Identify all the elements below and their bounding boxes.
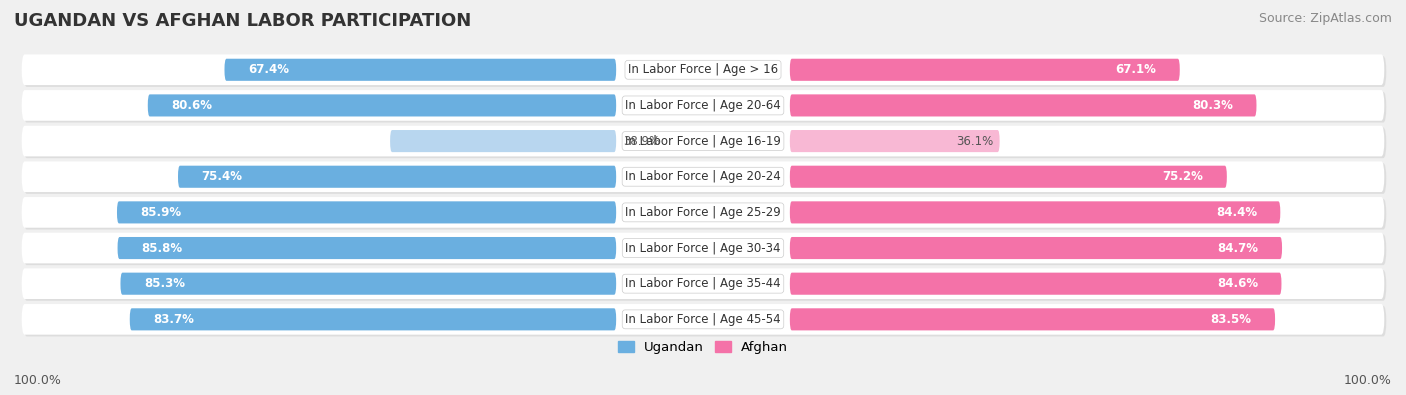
FancyBboxPatch shape bbox=[118, 237, 616, 259]
Text: 84.7%: 84.7% bbox=[1218, 241, 1258, 254]
FancyBboxPatch shape bbox=[148, 94, 616, 117]
FancyBboxPatch shape bbox=[790, 237, 1282, 259]
Text: 83.5%: 83.5% bbox=[1211, 313, 1251, 326]
Text: 83.7%: 83.7% bbox=[153, 313, 194, 326]
Text: 38.9%: 38.9% bbox=[623, 135, 659, 148]
FancyBboxPatch shape bbox=[21, 304, 1385, 335]
Text: In Labor Force | Age 20-24: In Labor Force | Age 20-24 bbox=[626, 170, 780, 183]
FancyBboxPatch shape bbox=[389, 130, 616, 152]
Text: 80.6%: 80.6% bbox=[172, 99, 212, 112]
FancyBboxPatch shape bbox=[790, 308, 1275, 330]
FancyBboxPatch shape bbox=[790, 273, 1281, 295]
FancyBboxPatch shape bbox=[129, 308, 616, 330]
Text: 75.4%: 75.4% bbox=[201, 170, 242, 183]
Text: In Labor Force | Age 35-44: In Labor Force | Age 35-44 bbox=[626, 277, 780, 290]
Text: 84.6%: 84.6% bbox=[1218, 277, 1258, 290]
Legend: Ugandan, Afghan: Ugandan, Afghan bbox=[613, 336, 793, 359]
FancyBboxPatch shape bbox=[790, 201, 1281, 224]
Text: 85.3%: 85.3% bbox=[143, 277, 184, 290]
FancyBboxPatch shape bbox=[21, 55, 1385, 85]
FancyBboxPatch shape bbox=[117, 201, 616, 224]
FancyBboxPatch shape bbox=[24, 235, 1386, 265]
Text: In Labor Force | Age 20-64: In Labor Force | Age 20-64 bbox=[626, 99, 780, 112]
Text: 85.8%: 85.8% bbox=[141, 241, 181, 254]
FancyBboxPatch shape bbox=[24, 163, 1386, 194]
FancyBboxPatch shape bbox=[225, 59, 616, 81]
Text: In Labor Force | Age 16-19: In Labor Force | Age 16-19 bbox=[626, 135, 780, 148]
FancyBboxPatch shape bbox=[121, 273, 616, 295]
FancyBboxPatch shape bbox=[24, 56, 1386, 87]
FancyBboxPatch shape bbox=[24, 92, 1386, 122]
FancyBboxPatch shape bbox=[21, 126, 1385, 156]
Text: In Labor Force | Age > 16: In Labor Force | Age > 16 bbox=[628, 63, 778, 76]
Text: 100.0%: 100.0% bbox=[1344, 374, 1392, 387]
Text: 100.0%: 100.0% bbox=[14, 374, 62, 387]
Text: 67.4%: 67.4% bbox=[247, 63, 288, 76]
FancyBboxPatch shape bbox=[24, 270, 1386, 301]
Text: 36.1%: 36.1% bbox=[956, 135, 993, 148]
Text: 80.3%: 80.3% bbox=[1192, 99, 1233, 112]
FancyBboxPatch shape bbox=[21, 268, 1385, 299]
Text: Source: ZipAtlas.com: Source: ZipAtlas.com bbox=[1258, 12, 1392, 25]
FancyBboxPatch shape bbox=[24, 199, 1386, 229]
Text: 75.2%: 75.2% bbox=[1163, 170, 1204, 183]
FancyBboxPatch shape bbox=[790, 130, 1000, 152]
FancyBboxPatch shape bbox=[21, 90, 1385, 121]
FancyBboxPatch shape bbox=[790, 166, 1227, 188]
FancyBboxPatch shape bbox=[24, 128, 1386, 158]
FancyBboxPatch shape bbox=[24, 306, 1386, 337]
Text: In Labor Force | Age 25-29: In Labor Force | Age 25-29 bbox=[626, 206, 780, 219]
FancyBboxPatch shape bbox=[21, 197, 1385, 228]
Text: 67.1%: 67.1% bbox=[1115, 63, 1156, 76]
FancyBboxPatch shape bbox=[179, 166, 616, 188]
Text: UGANDAN VS AFGHAN LABOR PARTICIPATION: UGANDAN VS AFGHAN LABOR PARTICIPATION bbox=[14, 12, 471, 30]
FancyBboxPatch shape bbox=[21, 162, 1385, 192]
FancyBboxPatch shape bbox=[790, 59, 1180, 81]
Text: In Labor Force | Age 30-34: In Labor Force | Age 30-34 bbox=[626, 241, 780, 254]
Text: 84.4%: 84.4% bbox=[1216, 206, 1257, 219]
FancyBboxPatch shape bbox=[21, 233, 1385, 263]
FancyBboxPatch shape bbox=[790, 94, 1257, 117]
Text: In Labor Force | Age 45-54: In Labor Force | Age 45-54 bbox=[626, 313, 780, 326]
Text: 85.9%: 85.9% bbox=[141, 206, 181, 219]
